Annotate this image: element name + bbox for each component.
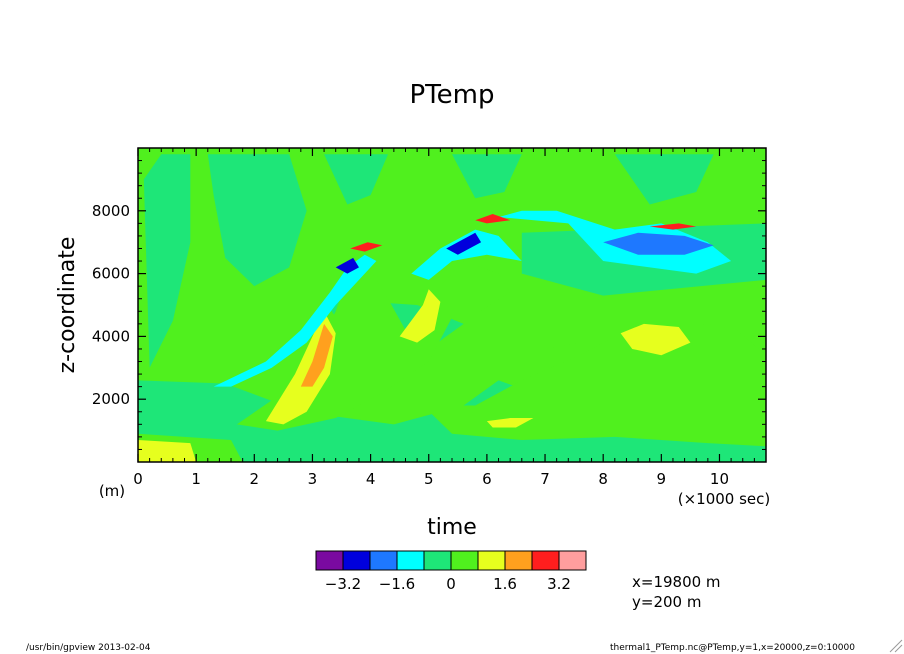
- contour-region-17: [300, 323, 333, 387]
- contour-region-0: [143, 154, 191, 368]
- colorbar-note-y: y=200 m: [632, 593, 701, 611]
- colorbar-swatch: [423, 550, 452, 571]
- x-tick-label: 10: [710, 470, 729, 488]
- contour-region-25: [475, 213, 511, 224]
- colorbar-label: 1.6: [493, 575, 517, 593]
- x-tick-label: 2: [250, 470, 260, 488]
- x-axis-label: time: [427, 515, 477, 540]
- x-tick-label: 7: [540, 470, 550, 488]
- footer-left: /usr/bin/gpview 2013-02-04: [26, 643, 151, 653]
- colorbar-swatch: [558, 550, 587, 571]
- contour-region-15: [486, 418, 534, 428]
- x-tick-label: 9: [657, 470, 667, 488]
- y-axis-unit: (m): [99, 482, 125, 500]
- x-tick-label: 6: [482, 470, 492, 488]
- y-tick-label: 6000: [92, 265, 130, 283]
- colorbar-swatch: [450, 550, 479, 571]
- x-tick-label: 3: [308, 470, 318, 488]
- colorbar-label: 3.2: [547, 575, 571, 593]
- y-axis-label: z-coordinate: [55, 237, 80, 374]
- colorbar-label: −3.2: [325, 575, 361, 593]
- x-tick-label: 5: [424, 470, 434, 488]
- colorbar-label: −1.6: [379, 575, 415, 593]
- contour-region-11: [545, 320, 604, 349]
- contour-region-24: [350, 242, 383, 252]
- y-tick-label: 2000: [92, 390, 130, 408]
- heatmap-regions: [138, 154, 766, 462]
- x-axis-unit: (×1000 sec): [678, 490, 771, 508]
- y-tick-label: 8000: [92, 202, 130, 220]
- x-tick-label: 8: [598, 470, 608, 488]
- colorbar-swatch: [369, 550, 398, 571]
- x-tick-label: 4: [366, 470, 376, 488]
- colorbar-swatch: [531, 550, 560, 571]
- contour-region-4: [614, 154, 714, 205]
- contour-region-16: [138, 440, 197, 462]
- contour-region-2: [324, 154, 389, 205]
- footer-right: thermal1_PTemp.nc@PTemp,y=1,x=20000,z=0:…: [610, 643, 855, 653]
- contour-region-26: [649, 223, 697, 230]
- colorbar-swatch: [342, 550, 371, 571]
- axis-ticks: 0 1 2 3 4 5 6 7 8 9 10 2000 4000 6000 8000: [92, 148, 767, 488]
- contour-region-19: [411, 229, 522, 280]
- chart-title: PTemp: [410, 80, 495, 110]
- contour-region-23: [446, 232, 482, 255]
- resize-grip-icon[interactable]: [889, 639, 903, 653]
- y-tick-label: 4000: [92, 327, 130, 345]
- colorbar-note-x: x=19800 m: [632, 573, 721, 591]
- colorbar-swatch: [477, 550, 506, 571]
- plot-area: 0 1 2 3 4 5 6 7 8 9 10 2000 4000 6000 8000: [92, 147, 767, 488]
- contour-region-21: [603, 232, 714, 255]
- contour-region-18: [213, 254, 377, 387]
- x-tick-label: 1: [191, 470, 201, 488]
- colorbar-swatch: [396, 550, 425, 571]
- contour-region-13: [399, 289, 441, 343]
- colorbar-label: 0: [446, 575, 456, 593]
- contour-region-10: [422, 323, 766, 447]
- colorbar: −3.2 −1.6 0 1.6 3.2: [315, 550, 587, 593]
- colorbar-swatch: [315, 550, 344, 571]
- contour-region-1: [207, 154, 307, 287]
- contour-region-22: [335, 257, 359, 274]
- contour-region-12: [265, 311, 336, 425]
- colorbar-swatch: [504, 550, 533, 571]
- x-tick-label: 0: [133, 470, 143, 488]
- contour-region-3: [452, 154, 522, 199]
- contour-region-14: [620, 323, 691, 356]
